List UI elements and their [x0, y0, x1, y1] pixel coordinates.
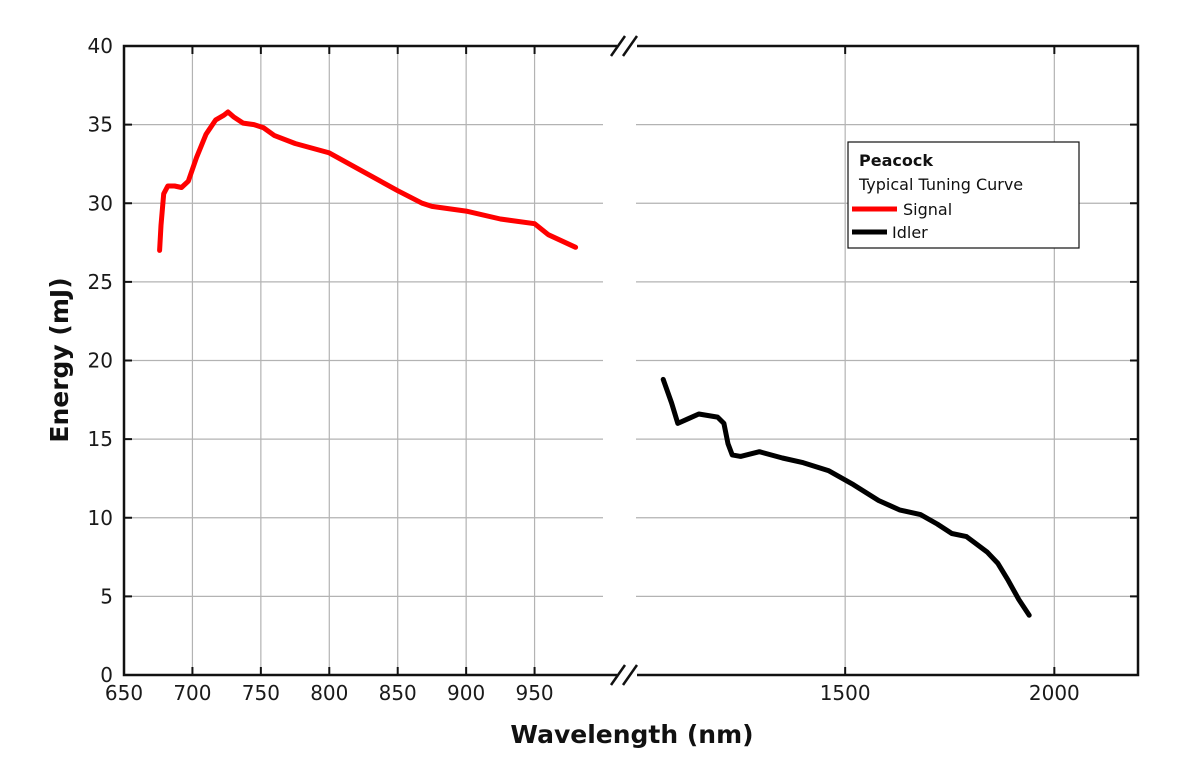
x-tick-label: 800	[310, 681, 348, 705]
y-tick-label: 30	[88, 191, 113, 215]
legend-label-signal: Signal	[903, 200, 952, 219]
legend: Peacock Typical Tuning Curve Signal Idle…	[847, 141, 1080, 249]
legend-subtitle: Typical Tuning Curve	[858, 175, 1023, 194]
x-tick-label: 700	[173, 681, 211, 705]
y-tick-label: 0	[100, 663, 113, 687]
axis-break-gap	[617, 43, 637, 49]
series-lines	[157, 109, 1032, 618]
legend-title: Peacock	[859, 151, 933, 170]
x-tick-label: 900	[447, 681, 485, 705]
axis-break-slash	[609, 664, 627, 686]
axis-break-gap	[617, 672, 637, 678]
x-tick-label: 950	[515, 681, 553, 705]
axis-break-slash	[621, 664, 639, 686]
series-line-signal	[157, 109, 579, 253]
gridlines	[124, 46, 1138, 675]
x-tick-label: 750	[242, 681, 280, 705]
x-tick-label: 1500	[820, 681, 871, 705]
series-line-idler	[660, 376, 1032, 618]
x-tick-label: 650	[105, 681, 143, 705]
plot-frame	[122, 35, 1140, 686]
y-tick-label: 5	[100, 584, 113, 608]
axis-break-bottom	[609, 664, 639, 686]
y-tick-label: 40	[88, 34, 113, 58]
axis-break-slash	[609, 35, 627, 57]
y-tick-label: 20	[88, 349, 113, 373]
axis-break-top	[609, 35, 639, 57]
y-tick-label: 15	[88, 427, 113, 451]
x-axis-title: Wavelength (nm)	[510, 720, 753, 749]
legend-label-idler: Idler	[892, 223, 928, 242]
x-tick-label: 850	[379, 681, 417, 705]
y-tick-label: 25	[88, 270, 113, 294]
y-tick-label: 10	[88, 506, 113, 530]
axis-break-slash	[621, 35, 639, 57]
tick-labels: 0 5 10 15 20 25 30 35 40 650 700 750 800 850 900 950 150…	[88, 34, 1080, 705]
y-tick-label: 35	[88, 113, 113, 137]
x-tick-label: 2000	[1029, 681, 1080, 705]
y-axis-title: Energy (mJ)	[45, 277, 74, 442]
